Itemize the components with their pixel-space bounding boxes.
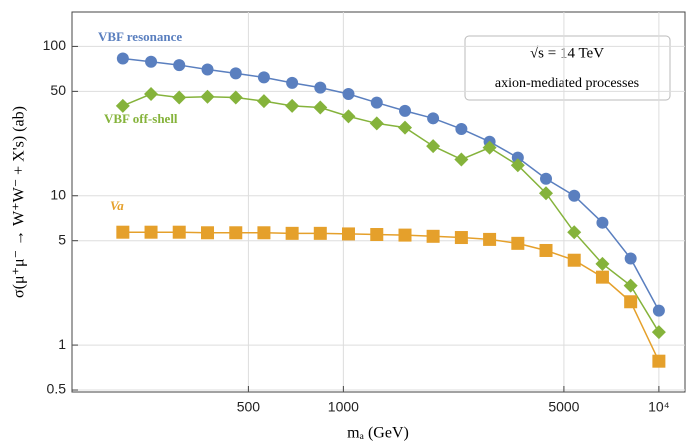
point [624,252,637,265]
point [624,295,638,309]
point [369,116,384,131]
point [510,158,525,173]
point [651,325,666,340]
annotation: √s = 14 TeV [530,45,604,61]
point [115,98,130,113]
point [228,90,243,105]
point [623,278,638,293]
y-axis-label: σ(μ⁺μ⁻ → W⁺W⁻ + X's) (ab) [11,106,28,298]
series-line [122,231,660,362]
series-label: VBF resonance [98,29,182,44]
point [595,256,610,271]
point [313,100,328,115]
point [539,186,554,201]
point [596,216,609,229]
x-axis-label: mₐ (GeV) [347,425,409,442]
point [201,63,214,76]
series-label: VBF off-shell [104,111,178,126]
point [172,90,187,105]
point [257,71,270,84]
point [455,122,468,135]
point [286,76,299,89]
point [511,151,524,164]
point [511,236,525,250]
x-tick-label: 5000 [548,399,579,415]
series-label: Va [110,198,124,213]
point [454,152,469,167]
point [172,225,186,239]
point [200,89,215,104]
point [342,88,355,101]
point [229,67,242,80]
point [144,87,159,102]
point [285,226,299,240]
point [144,225,158,239]
point [370,228,384,242]
point [426,139,441,154]
point [370,96,383,109]
x-tick-label: 500 [237,399,261,415]
x-tick-label: 1000 [328,399,359,415]
point [427,112,440,125]
annotation-box [464,35,671,101]
y-tick-label: 0.5 [47,381,67,397]
point [285,98,300,113]
annotation: axion-mediated processes [495,76,639,91]
point [201,226,215,240]
y-tick-label: 1 [58,336,66,352]
y-tick-label: 10 [50,186,66,202]
point [483,232,497,246]
point [341,109,356,124]
y-tick-label: 100 [43,37,67,53]
point [652,304,665,317]
point [567,225,582,240]
point [398,120,413,135]
plot-frame [71,11,686,393]
point [567,253,581,267]
point [116,225,130,239]
point [454,231,468,245]
point [145,55,158,68]
point [398,228,412,242]
x-tick-label: 10⁴ [648,399,670,415]
y-tick-label: 50 [50,82,66,98]
point [426,229,440,243]
point [116,52,129,65]
point [257,226,271,240]
point [341,227,355,241]
point [540,172,553,185]
point [314,81,327,94]
point [652,354,666,368]
point [539,243,553,257]
point [568,189,581,202]
point [229,226,243,240]
point [399,104,412,117]
point [313,226,327,240]
point [256,94,271,109]
point [595,270,609,284]
y-tick-label: 5 [58,231,66,247]
series-line [122,93,660,333]
point [173,59,186,72]
point [482,140,497,155]
